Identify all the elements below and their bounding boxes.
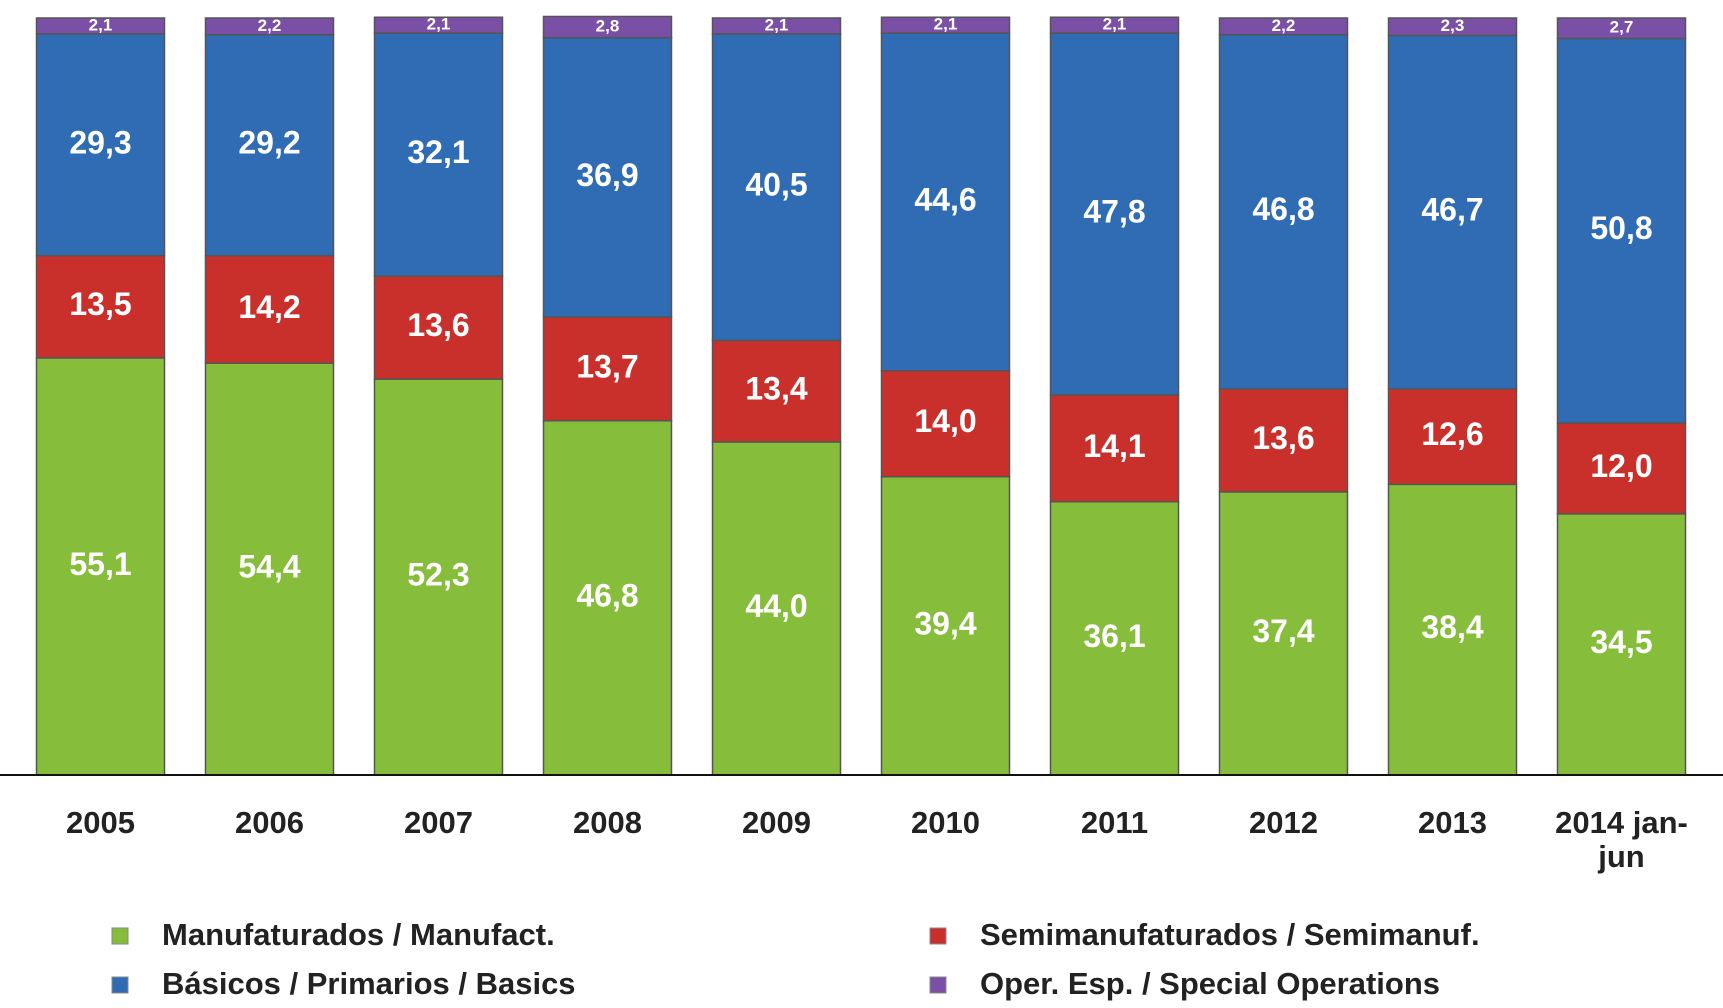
bar-segment <box>711 17 842 35</box>
value-label: 47,8 <box>1083 194 1145 230</box>
legend-marker <box>111 927 129 945</box>
bar-segment <box>1556 17 1687 40</box>
x-tick-label: 2010 <box>911 805 980 840</box>
bar-segment <box>373 275 504 380</box>
value-label: 46,8 <box>576 577 638 613</box>
legend-label: Oper. Esp. / Special Operations <box>980 966 1440 1001</box>
x-tick-label: 2009 <box>742 805 811 840</box>
value-label: 44,0 <box>745 588 807 624</box>
bar-segment <box>373 378 504 776</box>
bar-segment <box>880 475 1011 776</box>
value-label: 14,0 <box>914 403 976 439</box>
value-label: 14,2 <box>238 289 300 325</box>
value-label: 2,8 <box>596 17 620 36</box>
value-label: 2,1 <box>934 15 958 34</box>
legend-label: Básicos / Primarios / Basics <box>162 966 576 1001</box>
bar-segment <box>1049 500 1180 776</box>
bar-segment <box>1049 32 1180 396</box>
x-tick-label: 2012 <box>1249 805 1318 840</box>
bar-segment <box>204 254 335 364</box>
x-tick-label: 2008 <box>573 805 642 840</box>
bar-segment <box>1556 422 1687 515</box>
value-label: 13,7 <box>576 348 638 384</box>
bar-segment <box>542 15 673 39</box>
value-label: 32,1 <box>407 134 469 170</box>
x-tick-label: 2011 <box>1080 805 1149 840</box>
value-label: 2,2 <box>1272 16 1296 35</box>
bar-segment <box>373 16 504 34</box>
value-label: 14,1 <box>1083 428 1145 464</box>
x-tick-label: 2006 <box>235 805 304 840</box>
value-label: 2,1 <box>765 15 789 34</box>
legend-label: Semimanufaturados / Semimanuf. <box>980 917 1480 952</box>
bar-segment <box>204 17 335 36</box>
value-label: 37,4 <box>1252 613 1314 649</box>
bar-segment <box>1387 17 1518 37</box>
value-label: 12,6 <box>1421 416 1483 452</box>
bar-segment <box>542 419 673 776</box>
bar-segment <box>1218 388 1349 493</box>
bar-segment <box>35 254 166 359</box>
x-tick-label: 2007 <box>404 805 473 840</box>
value-label: 29,3 <box>69 124 131 160</box>
value-label: 13,6 <box>407 307 469 343</box>
value-label: 34,5 <box>1590 624 1652 660</box>
bar-segment <box>1218 33 1349 390</box>
value-label: 46,8 <box>1252 191 1314 227</box>
bar-segment <box>204 33 335 257</box>
bar-segment <box>1387 34 1518 390</box>
bar-segment <box>373 32 504 277</box>
value-label: 2,2 <box>258 16 282 35</box>
legend-marker <box>111 976 129 994</box>
bar-segment <box>542 36 673 318</box>
legend-marker <box>929 927 947 945</box>
legend-marker <box>929 976 947 994</box>
value-label: 50,8 <box>1590 210 1652 246</box>
value-label: 40,5 <box>745 167 807 203</box>
bar-segment <box>1556 37 1687 424</box>
bar-segment <box>880 370 1011 478</box>
value-label: 52,3 <box>407 556 469 592</box>
value-label: 39,4 <box>914 605 976 641</box>
bar-segment <box>1049 394 1180 503</box>
x-tick-label: 2013 <box>1418 805 1487 840</box>
value-label: 55,1 <box>69 546 131 582</box>
bar-segment <box>711 339 842 443</box>
bar-segment <box>711 33 842 342</box>
value-label: 13,4 <box>745 371 807 407</box>
value-label: 13,5 <box>69 286 131 322</box>
x-tick-label: 2005 <box>66 805 135 840</box>
bar-segment <box>1049 16 1180 34</box>
bar-segment <box>880 16 1011 34</box>
value-label: 44,6 <box>914 181 976 217</box>
bar-segment <box>1387 483 1518 776</box>
value-label: 12,0 <box>1590 448 1652 484</box>
bar-segment <box>880 32 1011 372</box>
value-label: 38,4 <box>1421 609 1483 645</box>
value-label: 2,1 <box>89 15 113 34</box>
value-label: 46,7 <box>1421 192 1483 228</box>
bar-segment <box>35 17 166 35</box>
legend-label: Manufaturados / Manufact. <box>162 917 555 952</box>
value-label: 2,3 <box>1441 16 1465 35</box>
bar-segment <box>35 357 166 776</box>
bar-segment <box>204 362 335 776</box>
value-label: 36,9 <box>576 157 638 193</box>
value-label: 29,2 <box>238 125 300 161</box>
value-label: 2,7 <box>1610 18 1634 37</box>
bar-segment <box>1218 17 1349 36</box>
value-label: 54,4 <box>238 549 300 585</box>
bar-segment <box>1218 491 1349 776</box>
bar-segment <box>1387 388 1518 486</box>
value-label: 13,6 <box>1252 420 1314 456</box>
x-tick-label: 2014 jan-jun <box>1555 805 1688 874</box>
value-label: 36,1 <box>1083 618 1145 654</box>
value-label: 2,1 <box>427 15 451 34</box>
value-label: 2,1 <box>1103 15 1127 34</box>
